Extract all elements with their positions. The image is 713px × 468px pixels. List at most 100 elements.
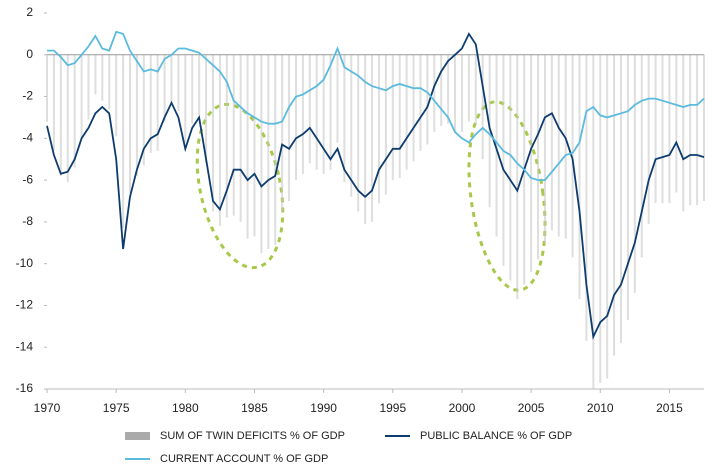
bar — [454, 54, 457, 133]
x-tick-label: 1970 — [34, 401, 61, 415]
bar — [599, 54, 602, 383]
y-tick-label: -14 — [16, 339, 34, 353]
bar — [115, 54, 118, 137]
bar — [564, 54, 567, 239]
legend-label: CURRENT ACCOUNT % OF GDP — [160, 453, 328, 465]
bar — [315, 54, 318, 170]
line-series — [47, 30, 705, 181]
bar — [703, 54, 705, 202]
bar — [191, 54, 194, 124]
y-tick-label: -8 — [22, 214, 33, 228]
bar — [488, 54, 491, 208]
highlight-ellipse — [467, 100, 547, 292]
legend-label: PUBLIC BALANCE % OF GDP — [420, 430, 572, 442]
bar — [343, 54, 346, 183]
bar — [246, 54, 249, 239]
bar — [654, 54, 657, 204]
bar — [198, 54, 201, 116]
x-tick-label: 2010 — [587, 401, 614, 415]
bar — [94, 54, 97, 95]
bar — [689, 54, 692, 206]
bar — [239, 54, 242, 222]
bar — [59, 54, 62, 176]
x-tick-label: 2000 — [449, 401, 476, 415]
y-tick-label: -4 — [22, 131, 33, 145]
bar — [585, 54, 588, 341]
x-tick-label: 1985 — [241, 401, 268, 415]
bar — [142, 54, 145, 166]
bar — [550, 54, 553, 231]
bar — [419, 54, 422, 151]
bar — [232, 54, 235, 216]
bar — [205, 54, 208, 164]
bar — [128, 54, 131, 193]
bar — [384, 54, 387, 195]
bar — [108, 54, 111, 110]
bar — [163, 54, 166, 122]
bar — [66, 54, 69, 183]
bar — [149, 54, 152, 153]
bar — [46, 54, 48, 122]
bar — [495, 54, 498, 237]
bar — [177, 54, 180, 112]
bar — [626, 54, 629, 321]
bar — [398, 54, 401, 179]
bar — [682, 54, 685, 212]
bar — [647, 54, 650, 224]
bar — [308, 54, 311, 164]
bar — [696, 54, 699, 206]
line-series — [46, 32, 705, 340]
bar — [336, 54, 339, 143]
bar — [530, 54, 533, 273]
bar — [218, 54, 221, 227]
y-tick-label: -2 — [22, 89, 33, 103]
legend-swatch — [125, 432, 150, 440]
bar — [481, 54, 484, 160]
x-tick-label: 2005 — [518, 401, 545, 415]
bar — [440, 54, 443, 126]
bar — [184, 54, 187, 143]
bar — [502, 54, 505, 266]
bar — [447, 54, 450, 124]
bar — [267, 54, 270, 250]
bar — [371, 54, 374, 222]
bar — [543, 54, 546, 243]
bar — [73, 54, 76, 168]
y-tick-label: -16 — [16, 381, 34, 395]
bar — [211, 54, 214, 212]
bar — [377, 54, 380, 204]
bar — [322, 54, 325, 174]
bar — [557, 54, 560, 237]
bar — [294, 54, 297, 181]
bar — [122, 54, 125, 229]
legend-label: SUM OF TWIN DEFICITS % OF GDP — [160, 430, 345, 442]
bar — [606, 54, 609, 379]
bar — [80, 54, 83, 139]
x-tick-label: 1995 — [379, 401, 406, 415]
bar — [87, 54, 90, 120]
y-tick-label: 0 — [26, 47, 33, 61]
bar — [661, 54, 664, 204]
x-tick-label: 1980 — [172, 401, 199, 415]
bar — [571, 54, 574, 258]
bar — [156, 54, 159, 151]
x-tick-label: 1990 — [310, 401, 337, 415]
bar — [640, 54, 643, 258]
bar — [426, 54, 429, 145]
y-tick-label: -6 — [22, 172, 33, 186]
bar — [433, 54, 436, 133]
bar — [329, 54, 332, 170]
bar — [364, 54, 367, 224]
bar — [620, 54, 623, 344]
bar — [357, 54, 360, 212]
x-tick-label: 1975 — [103, 401, 130, 415]
bar — [412, 54, 415, 162]
bar — [281, 54, 284, 212]
bar — [633, 54, 636, 293]
bar — [516, 54, 519, 300]
bar — [253, 54, 256, 237]
bar — [135, 54, 138, 176]
bar — [301, 54, 304, 174]
highlight-ellipse — [195, 102, 285, 270]
